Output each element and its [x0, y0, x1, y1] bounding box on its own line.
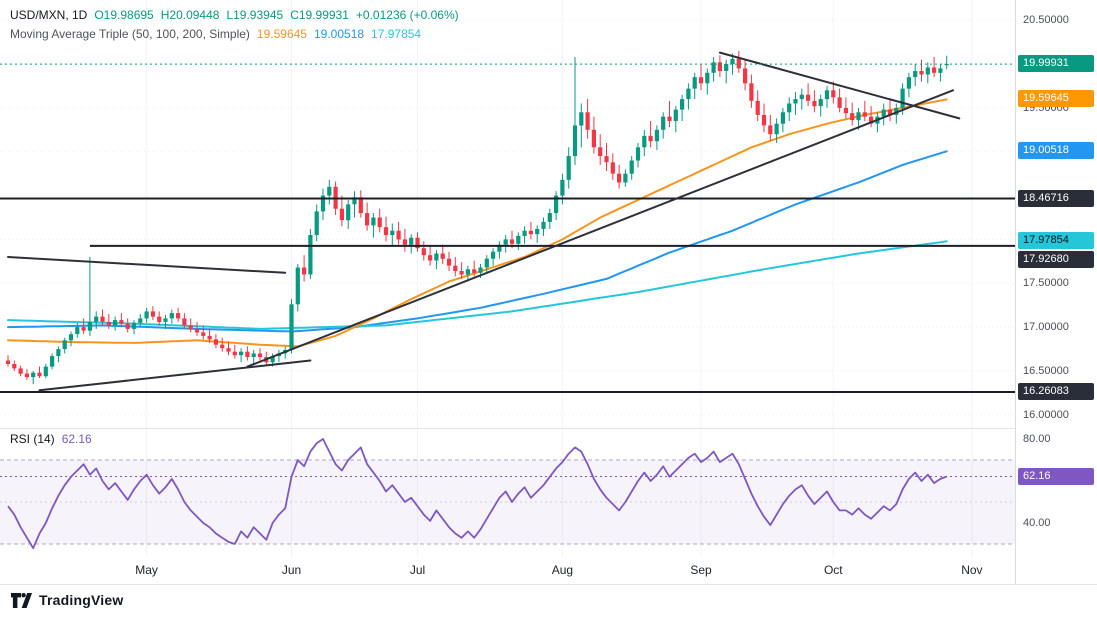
- price-axis[interactable]: 20.50000 19.50000 17.50000 17.00000 16.50000…: [1015, 0, 1097, 584]
- time-axis[interactable]: May Jun Jul Aug Sep Oct Nov: [0, 557, 1015, 584]
- time-axis-month: Nov: [961, 563, 983, 577]
- ma100-line: [7, 150, 948, 333]
- time-axis-month: Oct: [823, 563, 843, 577]
- price-axis-badge: 18.46716: [1018, 189, 1094, 207]
- horizontal-gridlines: [0, 19, 1015, 416]
- price-axis-label: 16.00000: [1023, 408, 1069, 421]
- price-axis-badge: 17.97854: [1018, 232, 1094, 250]
- price-axis-badge: 19.00518: [1018, 142, 1094, 160]
- candles-layer: [5, 50, 949, 385]
- price-axis-badge: 19.59645: [1018, 90, 1094, 108]
- ma50-line: [7, 98, 948, 348]
- rsi-axis-label: 80.00: [1023, 433, 1051, 445]
- trend-line: [38, 359, 312, 392]
- time-axis-month: May: [135, 563, 158, 577]
- price-axis-label: 17.50000: [1023, 277, 1069, 290]
- ma200-line: [7, 240, 948, 330]
- time-axis-month: Jul: [409, 563, 426, 577]
- time-axis-month: Jun: [281, 563, 302, 577]
- trend-line: [246, 89, 954, 368]
- vertical-gridlines: [146, 429, 973, 557]
- rsi-axis-badge: 62.16: [1018, 467, 1094, 485]
- price-axis-badge: 19.99931: [1018, 55, 1094, 73]
- tradingview-brand-text: TradingView: [39, 592, 124, 608]
- rsi-line: [7, 438, 948, 550]
- pane-separator[interactable]: [0, 428, 1097, 429]
- chart-bottom-border: [0, 584, 1097, 585]
- drawings-layer[interactable]: [0, 51, 1015, 393]
- price-axis-label: 17.00000: [1023, 321, 1069, 334]
- tradingview-attribution[interactable]: TradingView: [11, 592, 123, 608]
- tradingview-logo-icon: [11, 592, 32, 608]
- price-axis-label: 20.50000: [1023, 14, 1069, 27]
- time-axis-month: Aug: [551, 563, 574, 577]
- trend-line: [718, 51, 961, 120]
- rsi-band-fill: [0, 460, 1015, 544]
- price-pane[interactable]: USD/MXN, 1D O19.98695 H20.09448 L19.9394…: [0, 0, 1015, 428]
- rsi-chart[interactable]: [0, 429, 1015, 557]
- price-axis-badge: 17.92680: [1018, 251, 1094, 269]
- price-axis-badge: 16.26083: [1018, 383, 1094, 400]
- trend-line: [7, 256, 287, 274]
- price-chart[interactable]: [0, 0, 1015, 428]
- price-axis-label: 16.50000: [1023, 365, 1069, 377]
- time-axis-month: Sep: [690, 563, 712, 577]
- rsi-axis-label: 40.00: [1023, 517, 1051, 529]
- rsi-pane[interactable]: RSI (14) 62.16: [0, 429, 1015, 557]
